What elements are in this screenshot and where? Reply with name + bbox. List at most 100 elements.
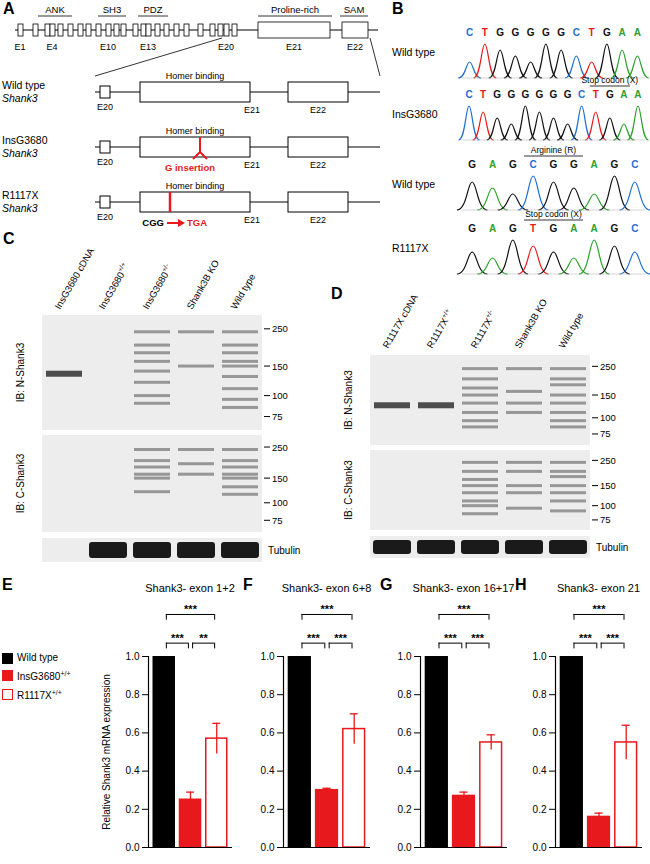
- svg-text:E10: E10: [100, 42, 116, 52]
- svg-text:E1: E1: [14, 42, 25, 52]
- svg-text:150: 150: [600, 480, 616, 491]
- svg-text:G: G: [570, 159, 578, 170]
- svg-text:E21: E21: [244, 215, 260, 225]
- svg-text:1.0: 1.0: [533, 651, 547, 662]
- svg-text:E20: E20: [218, 42, 234, 52]
- svg-text:0.2: 0.2: [398, 804, 412, 815]
- svg-text:100: 100: [600, 412, 616, 423]
- svg-text:250: 250: [600, 455, 616, 466]
- svg-text:100: 100: [600, 500, 616, 511]
- svg-text:**: **: [199, 632, 208, 644]
- svg-text:250: 250: [272, 323, 288, 334]
- svg-text:Wild type: Wild type: [392, 178, 435, 190]
- svg-text:G: G: [611, 159, 619, 170]
- svg-text:D: D: [331, 285, 343, 302]
- svg-text:Wild type: Wild type: [392, 46, 435, 58]
- svg-text:150: 150: [272, 473, 288, 484]
- svg-text:Shank3B KO: Shank3B KO: [512, 297, 549, 350]
- svg-text:Tubulin: Tubulin: [596, 542, 628, 553]
- svg-text:ANK: ANK: [45, 4, 65, 15]
- svg-text:0.4: 0.4: [126, 765, 140, 776]
- svg-text:0.0: 0.0: [398, 842, 412, 853]
- svg-text:Stop codon (X): Stop codon (X): [581, 75, 638, 85]
- svg-text:InsG3680+/+: InsG3680+/+: [95, 261, 131, 311]
- svg-text:75: 75: [272, 515, 283, 526]
- svg-text:InsG3680: InsG3680: [2, 134, 48, 146]
- svg-text:E22: E22: [310, 160, 326, 170]
- svg-text:E20: E20: [97, 212, 113, 222]
- svg-text:***: ***: [593, 603, 607, 615]
- svg-text:1.0: 1.0: [126, 651, 140, 662]
- svg-text:T: T: [530, 223, 536, 234]
- svg-text:Tubulin: Tubulin: [268, 545, 300, 556]
- svg-text:1.0: 1.0: [261, 651, 275, 662]
- svg-text:E20: E20: [97, 102, 113, 112]
- svg-text:R1117X+/+: R1117X+/+: [423, 307, 455, 350]
- svg-text:R1117X: R1117X: [392, 242, 428, 254]
- svg-text:100: 100: [272, 497, 288, 508]
- svg-text:G: G: [557, 27, 565, 38]
- svg-text:0.0: 0.0: [126, 842, 140, 853]
- svg-text:G: G: [527, 27, 535, 38]
- svg-text:G: G: [564, 89, 572, 100]
- svg-text:G: G: [542, 27, 550, 38]
- svg-text:Wild type: Wild type: [556, 311, 585, 350]
- svg-text:Shank3B KO: Shank3B KO: [184, 258, 221, 311]
- svg-text:E4: E4: [46, 42, 57, 52]
- svg-text:1.0: 1.0: [398, 651, 412, 662]
- svg-text:C: C: [530, 159, 537, 170]
- svg-text:75: 75: [272, 411, 283, 422]
- svg-text:E20: E20: [97, 157, 113, 167]
- svg-text:C: C: [465, 89, 472, 100]
- svg-text:R1117X cDNA: R1117X cDNA: [380, 292, 420, 350]
- svg-text:150: 150: [600, 390, 616, 401]
- svg-text:G: G: [611, 223, 619, 234]
- svg-text:0.4: 0.4: [533, 765, 547, 776]
- svg-text:E22: E22: [310, 215, 326, 225]
- svg-text:G: G: [511, 27, 519, 38]
- svg-text:A: A: [3, 0, 15, 17]
- svg-text:***: ***: [444, 632, 458, 644]
- svg-text:A: A: [619, 27, 626, 38]
- svg-text:T: T: [589, 27, 595, 38]
- svg-text:Arginine (R): Arginine (R): [531, 145, 577, 155]
- svg-text:C: C: [466, 27, 473, 38]
- svg-text:T: T: [482, 27, 488, 38]
- svg-text:G: G: [507, 89, 515, 100]
- svg-text:Relative Shank3 mRNA expressio: Relative Shank3 mRNA expression: [101, 674, 112, 830]
- svg-text:0.0: 0.0: [261, 842, 275, 853]
- svg-text:Homer binding: Homer binding: [166, 181, 225, 191]
- svg-text:PDZ: PDZ: [144, 4, 163, 15]
- svg-text:G: G: [496, 27, 504, 38]
- svg-text:E22: E22: [347, 42, 363, 52]
- svg-text:IB: C-Shank3: IB: C-Shank3: [15, 453, 26, 513]
- svg-text:250: 250: [600, 361, 616, 372]
- svg-text:***: ***: [171, 632, 185, 644]
- svg-text:0.4: 0.4: [261, 765, 275, 776]
- svg-text:E21: E21: [244, 105, 260, 115]
- svg-text:***: ***: [579, 632, 593, 644]
- svg-text:0.4: 0.4: [398, 765, 412, 776]
- svg-text:150: 150: [272, 361, 288, 372]
- svg-text:C: C: [573, 27, 580, 38]
- svg-text:G: G: [509, 223, 517, 234]
- svg-text:A: A: [489, 159, 496, 170]
- svg-text:***: ***: [184, 603, 198, 615]
- svg-text:C: C: [3, 230, 15, 247]
- svg-text:G: G: [550, 159, 558, 170]
- svg-text:A: A: [620, 89, 627, 100]
- svg-text:0.6: 0.6: [533, 727, 547, 738]
- svg-text:InsG3680+/-: InsG3680+/-: [139, 262, 174, 311]
- svg-text:E21: E21: [244, 160, 260, 170]
- svg-text:R1117X: R1117X: [2, 189, 38, 201]
- svg-text:***: ***: [458, 603, 472, 615]
- svg-text:G: G: [536, 89, 544, 100]
- svg-text:A: A: [591, 159, 598, 170]
- svg-text:0.8: 0.8: [398, 689, 412, 700]
- svg-text:InsG3680: InsG3680: [392, 108, 438, 120]
- svg-text:0.8: 0.8: [126, 689, 140, 700]
- svg-text:Stop codon (X): Stop codon (X): [525, 209, 582, 219]
- svg-text:A: A: [570, 223, 577, 234]
- svg-text:G: G: [468, 223, 476, 234]
- svg-text:T: T: [593, 89, 599, 100]
